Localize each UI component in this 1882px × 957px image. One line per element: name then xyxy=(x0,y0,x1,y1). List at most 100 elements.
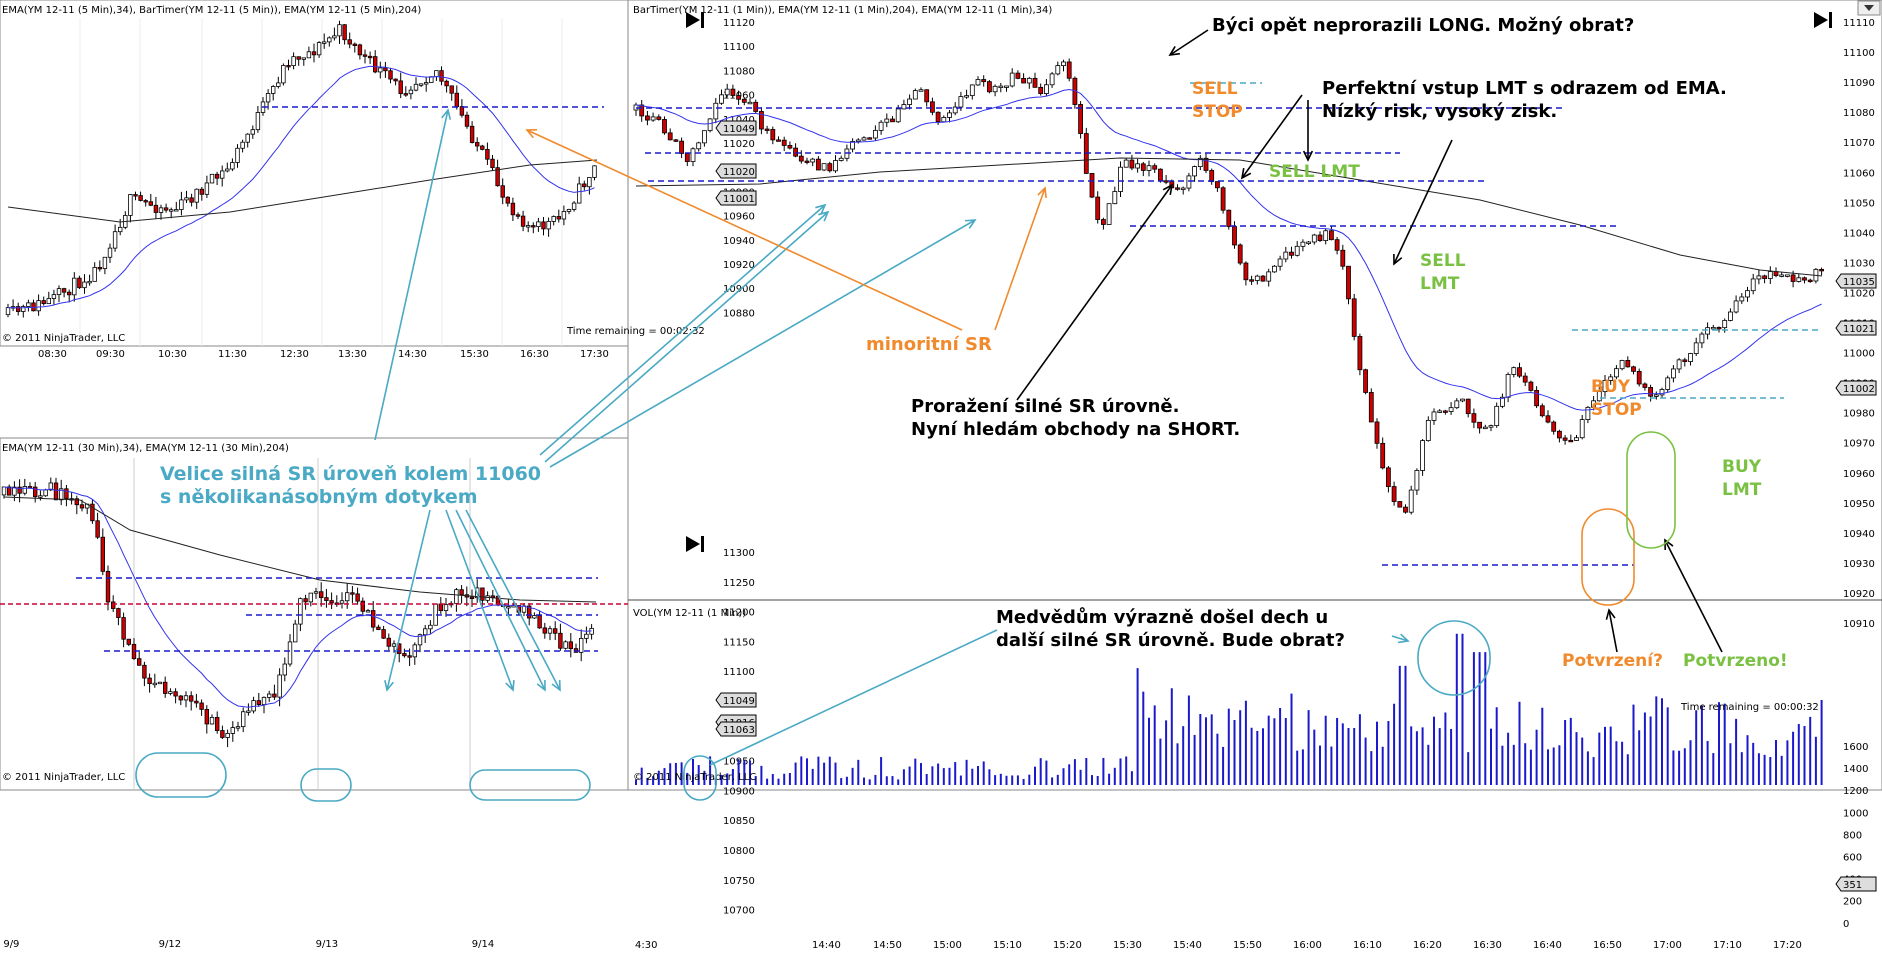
velice-text-1: Velice silná SR úroveň kolem 11060 xyxy=(160,463,541,485)
scroll-end-button-1min[interactable] xyxy=(1814,12,1832,28)
p1-candle xyxy=(1443,410,1448,413)
p30-candle xyxy=(480,587,485,601)
p5-candle xyxy=(230,162,235,170)
p30-candle xyxy=(116,608,121,618)
cyan-arrow-3-head xyxy=(964,219,977,229)
p30-candle xyxy=(282,663,287,676)
p30-candle xyxy=(59,488,64,501)
vol-x-label: 14:50 xyxy=(873,940,902,951)
p1-candle xyxy=(1420,440,1425,471)
p5-candle xyxy=(418,83,424,86)
scroll-end-button-30min[interactable] xyxy=(686,536,704,552)
p1-candle xyxy=(1574,437,1579,441)
p1-candle xyxy=(1431,411,1437,421)
p1-candle xyxy=(1802,277,1807,281)
p1-candle xyxy=(1032,77,1038,88)
p30-candle xyxy=(443,604,449,612)
p1-candle xyxy=(645,115,650,121)
p1-candle xyxy=(1642,383,1648,388)
p5-candle xyxy=(520,215,526,227)
vol-x-label: 16:00 xyxy=(1293,940,1322,951)
p30-x-label: 9/12 xyxy=(159,939,181,950)
chevron-down-icon[interactable] xyxy=(1857,0,1881,16)
p1-candle xyxy=(747,101,753,105)
p1-candle xyxy=(696,142,702,150)
p5-candle xyxy=(174,209,179,212)
p5-candle xyxy=(327,37,332,43)
black-arrow-sell-lmt-head xyxy=(1393,253,1403,266)
vol-x-label: 4:30 xyxy=(635,940,657,951)
p30-ema-fast xyxy=(3,486,592,708)
p1-candle xyxy=(1055,65,1061,75)
p5-candle xyxy=(485,148,490,160)
p5-candle xyxy=(495,167,500,187)
p1-candle xyxy=(969,84,975,97)
p1-candle xyxy=(1705,327,1710,335)
p1-candle xyxy=(1260,275,1266,282)
p5-candle xyxy=(531,225,536,228)
sell-stop-text-2: STOP xyxy=(1192,102,1243,122)
p30-y-label: 10850 xyxy=(723,816,755,827)
p5-candle xyxy=(577,183,582,204)
p5-y-label: 11040 xyxy=(723,115,755,126)
p30-candle xyxy=(33,486,38,498)
p1-candle xyxy=(719,94,724,104)
orange-arrow-to-1min-head xyxy=(1037,186,1047,199)
p1-candle xyxy=(1095,196,1101,220)
p1-candle xyxy=(1015,72,1021,79)
p30-candle xyxy=(111,601,116,609)
p1-candle xyxy=(1710,327,1716,330)
p1-candle xyxy=(1186,175,1192,189)
p1-candle xyxy=(1220,187,1226,211)
p1-candle xyxy=(810,158,816,163)
p1-candle xyxy=(1226,209,1232,227)
p30-candle xyxy=(100,536,105,572)
p5-y-label: 10940 xyxy=(723,236,755,247)
p5-y-label: 11020 xyxy=(723,139,755,150)
p30-candle xyxy=(308,592,313,603)
p30-candle xyxy=(121,617,126,640)
p5-ema-slow xyxy=(7,159,598,223)
p1-candle xyxy=(1038,86,1044,94)
p1-candle xyxy=(1522,375,1528,383)
scroll-end-button-5min[interactable] xyxy=(686,12,704,28)
p30-candle xyxy=(422,628,428,636)
p5-price-tag-1: 11049 xyxy=(715,120,757,136)
p1-candle xyxy=(855,139,861,142)
p1-candle xyxy=(662,119,667,134)
p1-candle xyxy=(1254,275,1260,281)
p1-candle xyxy=(1545,415,1551,423)
black-arrow-perfektni-2-head xyxy=(1302,150,1314,162)
p1-candle xyxy=(736,95,741,100)
ema-lines xyxy=(3,65,1823,708)
p1-candle xyxy=(998,85,1004,88)
p30-candle xyxy=(579,638,584,653)
p1-candle xyxy=(1351,298,1357,337)
p30-candle xyxy=(324,597,329,601)
sell-stop-text-1: SELL xyxy=(1192,79,1238,99)
p1-candle xyxy=(975,79,981,86)
p1-candle xyxy=(1129,159,1135,169)
p1-candle xyxy=(730,88,736,96)
p5-candle xyxy=(469,125,475,143)
p1-candle xyxy=(1294,245,1300,256)
p5-candle xyxy=(306,51,312,59)
buy-stop-text-1: BUY xyxy=(1591,377,1631,397)
p5-ema-fast xyxy=(7,65,595,309)
panel-30min-copyright: © 2011 NinjaTrader, LLC xyxy=(2,772,125,783)
p1-y-label: 10940 xyxy=(1843,529,1875,540)
p30-candle xyxy=(386,637,391,647)
p1-candle xyxy=(1602,380,1608,393)
p1-y-label: 11020 xyxy=(1843,288,1875,299)
p1-candle xyxy=(1699,333,1705,344)
p5-candle xyxy=(67,291,72,296)
p1-candle xyxy=(656,116,662,120)
p1-candle xyxy=(673,139,679,142)
p1-price-tag-2: 11021 xyxy=(1835,320,1877,336)
p30-candle xyxy=(417,634,423,646)
vol-price-tag-label: 351 xyxy=(1843,880,1862,891)
vol-x-label: 15:30 xyxy=(1113,940,1142,951)
p1-y-label: 11100 xyxy=(1843,48,1875,59)
annotation-texts: Velice silná SR úroveň kolem 11060 s něk… xyxy=(160,15,1788,671)
p1-candle xyxy=(1237,244,1243,264)
